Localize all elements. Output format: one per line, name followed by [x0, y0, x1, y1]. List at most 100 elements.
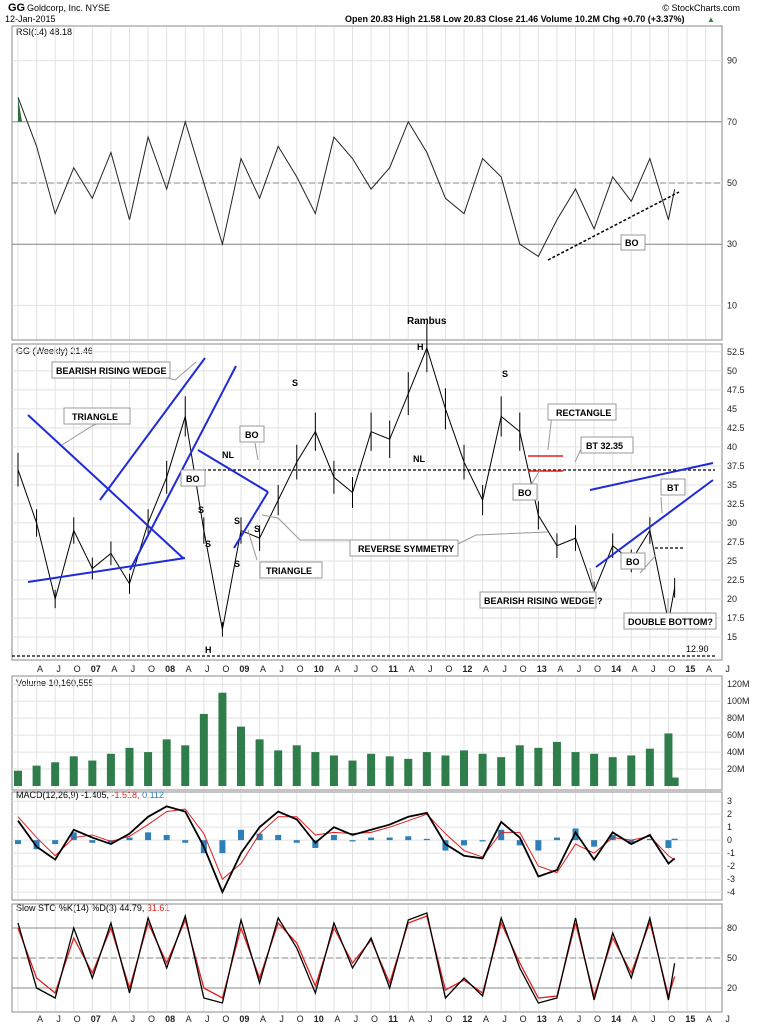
macd-tick-label: -2: [727, 861, 735, 871]
x-axis-label: 11: [388, 1014, 398, 1024]
chart-header: GG Goldcorp, Inc. NYSE 12-Jan-2015 © Sto…: [5, 2, 740, 24]
x-axis-label: J: [279, 664, 284, 674]
x-axis-label: O: [668, 1014, 675, 1024]
volume-bar: [478, 753, 487, 786]
x-axis-label: O: [148, 1014, 155, 1024]
x-axis-label: 15: [685, 664, 695, 674]
triangle-upper-line: [27, 414, 184, 559]
price-tick-label: 47.5: [727, 385, 745, 395]
macd-histogram-bar: [646, 838, 653, 841]
volume-bar: [460, 750, 469, 786]
company-name: Goldcorp, Inc. NYSE: [27, 3, 110, 13]
macd-histogram-bar: [256, 833, 263, 841]
macd-histogram-bar: [665, 840, 672, 848]
volume-bar: [311, 752, 320, 786]
sto-tick-label: 20: [727, 983, 737, 993]
price-tick-label: 40: [727, 442, 737, 452]
pointer-wedge1: [167, 361, 197, 381]
x-axis-bottom: A J O 07 A J O 08 A J O 09 A J O 10 A J O 11 A J O 12 A J O 13 A J O 14…: [37, 1014, 730, 1024]
pointer-bo2: [254, 442, 259, 461]
macd-tick-label: 3: [727, 796, 732, 806]
macd-gridlines: [12, 793, 722, 899]
x-axis-label: O: [520, 664, 527, 674]
x-axis-label: A: [334, 1014, 340, 1024]
x-axis-label: O: [297, 664, 304, 674]
last-price-label: 12.90: [686, 644, 709, 654]
x-axis-label: 07: [91, 664, 101, 674]
x-axis-label: J: [428, 664, 433, 674]
macd-histogram-bar: [219, 840, 226, 854]
s-marker-6: S: [254, 524, 260, 534]
rsi-series-line: [17, 97, 676, 258]
bo2-box: [239, 425, 265, 443]
macd-histogram-bar: [126, 837, 133, 841]
price-tick-label: 20: [727, 594, 737, 604]
s-marker-4: S: [234, 559, 240, 569]
x-axis-label: A: [557, 1014, 563, 1024]
volume-bars: [14, 692, 679, 786]
price-tick-label: 37.5: [727, 461, 745, 471]
macd-signal-line: [17, 808, 675, 880]
x-axis-label: J: [725, 664, 730, 674]
vol-tick-label: 120M: [727, 679, 750, 689]
x-axis-label: A: [632, 664, 638, 674]
volume-bar: [608, 757, 617, 786]
s-marker-1: S: [292, 378, 298, 388]
x-axis-top: A J O 07 A J O 08 A J O 09 A J O 10 A J O 11 A J O 12 A J O 13 A J O 14…: [37, 664, 730, 674]
sto-tick-label: 80: [727, 923, 737, 933]
volume-bar: [664, 733, 673, 786]
s-marker-3: S: [205, 539, 211, 549]
macd-frame: [11, 791, 723, 901]
volume-bar: [162, 739, 171, 786]
macd-histogram-bar: [628, 840, 635, 845]
wedge2-upper-line: [589, 462, 714, 491]
volume-bar: [199, 713, 208, 786]
reverse-symmetry-label: REVERSE SYMMETRY: [358, 544, 454, 554]
rsi-panel: RSI(14) 48.18 10 30 50 70 90 BO Rambus: [12, 27, 737, 339]
x-axis-label: O: [445, 1014, 452, 1024]
volume-bar: [292, 745, 301, 786]
macd-histogram-bar: [70, 832, 77, 841]
bo4-label: BO: [626, 557, 640, 567]
macd-histogram-bar: [368, 837, 375, 841]
price-tick-label: 15: [727, 632, 737, 642]
macd-tick-label: -4: [727, 887, 735, 897]
x-axis-label: A: [706, 1014, 712, 1024]
x-axis-label: J: [354, 1014, 359, 1024]
x-axis-label: J: [131, 664, 136, 674]
x-axis-label: A: [37, 1014, 43, 1024]
macd-histogram-bar: [479, 840, 486, 842]
x-axis-label: J: [56, 664, 61, 674]
x-axis-label: A: [186, 664, 192, 674]
macd-histogram-bar: [405, 836, 412, 841]
price-tick-label: 17.5: [727, 613, 745, 623]
x-axis-label: 13: [537, 1014, 547, 1024]
x-axis-label: O: [371, 664, 378, 674]
x-axis-label: 09: [239, 1014, 249, 1024]
rsi-title: RSI(14) 48.18: [16, 27, 72, 37]
rsi-tick-label: 10: [727, 300, 737, 310]
vol-tick-label: 20M: [727, 764, 745, 774]
rsi-trendline: [547, 191, 680, 261]
price-tick-label: 52.5: [727, 347, 745, 357]
vol-tick-label: 40M: [727, 747, 745, 757]
rectangle-box: [547, 403, 617, 421]
h-marker-2: H: [205, 645, 212, 655]
pointer-triangle2: [247, 529, 258, 561]
macd-line: [17, 805, 676, 895]
x-axis-label: O: [74, 1014, 81, 1024]
x-axis-label: O: [74, 664, 81, 674]
macd-histogram-bar: [293, 840, 300, 843]
x-axis-label: J: [279, 1014, 284, 1024]
pointer-symmetry-right: [455, 531, 549, 546]
rsi-tick-label: 30: [727, 239, 737, 249]
macd-histogram-bar: [498, 829, 505, 841]
x-axis-label: O: [222, 1014, 229, 1024]
bt-label: BT: [667, 483, 679, 493]
x-axis-label: J: [577, 1014, 582, 1024]
macd-histogram-bar: [163, 834, 170, 841]
ohlc-summary: Open 20.83 High 21.58 Low 20.83 Close 21…: [345, 14, 684, 24]
volume-bar: [348, 760, 357, 786]
volume-bar: [125, 747, 134, 786]
double-bottom-box: [623, 612, 717, 630]
